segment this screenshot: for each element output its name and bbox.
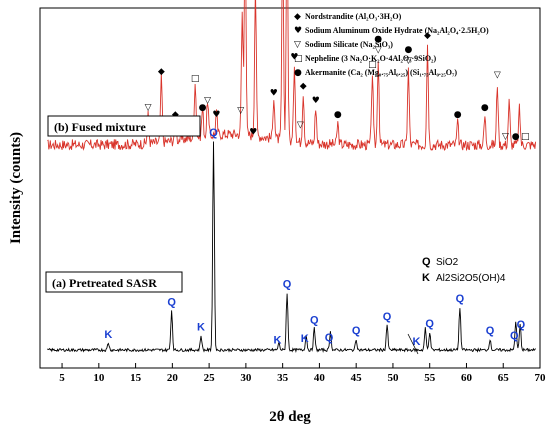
legend-qk: Q SiO2 K Al2Si2O5(OH)4 (422, 256, 506, 284)
legend-label-akermanite: Akermanite (Ca₂ (Mg₀.₇₅Al₀.₂₅) (Si₁.₇₅Al… (305, 68, 457, 77)
legend-phases: ◆ Nordstrandite (Al₂O₃·3H₂O) ♥ Sodium Al… (294, 12, 489, 78)
pretreated-peak-marker: Q (510, 330, 519, 342)
fused-peak-marker: ● (374, 34, 382, 44)
fused-peak-marker: ● (404, 45, 412, 55)
fused-peak-marker: ▽ (145, 103, 152, 113)
x-axis-label: 2θ deg (269, 409, 311, 425)
fused-peak-marker: □ (368, 60, 377, 70)
pretreated-peak-marker: Q (167, 296, 176, 308)
legend-q-label: SiO2 (436, 257, 459, 268)
pretreated-peak-marker: K (274, 334, 282, 346)
fused-peak-marker: ◆ (424, 31, 431, 41)
fused-series-label-box: (b) Fused mixture (47, 115, 201, 137)
x-tick-label: 55 (424, 372, 436, 384)
plot-frame (39, 7, 541, 369)
x-tick-label: 20 (167, 372, 179, 384)
x-tick-label: 10 (93, 372, 105, 384)
x-tick-label: 65 (498, 372, 510, 384)
x-ticks (61, 363, 541, 368)
fused-peak-marker: ▽ (204, 96, 211, 106)
legend-sym-nepheline: □ (294, 54, 303, 64)
legend-q-symbol: Q (422, 256, 431, 268)
pretreated-peak-marker: Q (283, 278, 292, 290)
legend-label-sodium-aluminum-oxide: Sodium Aluminum Oxide Hydrate (Na₂Al₂O₄·… (305, 26, 489, 35)
x-tick-label: 60 (461, 372, 473, 384)
x-tick-label: 45 (351, 372, 363, 384)
pretreated-peak-marker: Q (352, 325, 361, 337)
fused-series-label: (b) Fused mixture (54, 120, 146, 134)
legend-sym-akermanite: ● (294, 68, 302, 78)
pretreated-series-label: (a) Pretreated SASR (52, 276, 157, 290)
legend-label-nepheline: Nepheline (3 Na₂O·K₂O·4Al₂O₃·9SiO₂) (305, 54, 436, 63)
fused-peak-marker: ● (481, 103, 489, 113)
fused-peak-marker: ● (454, 110, 462, 120)
x-tick-label: 70 (535, 372, 547, 384)
fused-peak-marker: ◆ (158, 67, 165, 77)
fused-peak-marker: ● (512, 132, 520, 142)
fused-peak-marker: ▽ (502, 132, 509, 142)
fused-peak-marker: ♥ (312, 96, 320, 106)
pretreated-peak-marker: K (197, 322, 205, 334)
fused-peak-marker: ◆ (300, 81, 307, 91)
x-tick-label: 40 (314, 372, 326, 384)
fused-peak-marker: ▽ (297, 121, 304, 131)
fused-peak-marker: ▽ (405, 56, 412, 66)
pretreated-sasr-line (47, 141, 536, 353)
k-arrow (407, 333, 419, 355)
pretreated-peak-marker: Q (456, 293, 465, 305)
x-tick-label: 30 (240, 372, 252, 384)
legend-label-sodium-silicate: Sodium Silicate (Na₂SiO₃) (305, 40, 393, 49)
fused-peak-marker: ♥ (270, 89, 278, 99)
fused-peak-marker: ▽ (375, 45, 382, 55)
fused-peak-marker: □ (191, 74, 200, 84)
fused-mixture-line (47, 0, 537, 152)
fused-peak-marker: ♥ (212, 110, 220, 120)
pretreated-peak-marker: Q (325, 332, 334, 344)
pretreated-peak-marker: K (104, 329, 112, 341)
x-tick-labels: 5 10 15 20 25 30 35 40 45 50 55 60 65 70 (59, 372, 546, 384)
fused-peak-marker: ◆ (172, 110, 179, 120)
pretreated-series-label-box: (a) Pretreated SASR (45, 271, 183, 293)
x-tick-label: 25 (204, 372, 216, 384)
pretreated-peak-marker: K (301, 333, 309, 345)
y-axis-label: Intensity (counts) (8, 132, 24, 244)
legend-k-symbol: K (422, 272, 430, 284)
fused-peak-marker: ▽ (237, 106, 244, 116)
legend-sym-sodium-silicate: ▽ (294, 40, 301, 50)
pretreated-peak-marker: Q (486, 325, 495, 337)
fused-peak-marker: ● (199, 103, 207, 113)
fused-peak-marker: ● (334, 110, 342, 120)
pretreated-peak-marker: Q (425, 318, 434, 330)
x-tick-label: 35 (277, 372, 289, 384)
pretreated-peak-marker: Q (383, 311, 392, 323)
x-tick-label: 5 (59, 372, 65, 384)
x-tick-label: 50 (387, 372, 399, 384)
legend-sym-sodium-aluminum-oxide: ♥ (294, 26, 302, 36)
legend-sym-nordstrandite: ◆ (294, 12, 301, 22)
fused-peak-marker: ▽ (494, 71, 501, 81)
fused-peak-marker: ♥ (290, 53, 298, 63)
fused-peak-marker: □ (521, 132, 530, 142)
legend-label-nordstrandite: Nordstrandite (Al₂O₃·3H₂O) (305, 12, 402, 21)
fused-peak-markers: ▽◆◆□●▽♥▽□♥♥♥▽♥♥▽◆♥●□▽●▽●◆●●▽▽●□ (145, 31, 530, 142)
pretreated-peak-marker: Q (517, 319, 526, 331)
x-tick-label: 15 (130, 372, 142, 384)
pretreated-peak-marker: K (412, 336, 420, 348)
pretreated-peak-marker: Q (310, 314, 319, 326)
pretreated-peak-marker: Q (209, 127, 218, 139)
legend-k-label: Al2Si2O5(OH)4 (436, 273, 506, 284)
fused-peak-marker: ♥ (249, 127, 257, 137)
